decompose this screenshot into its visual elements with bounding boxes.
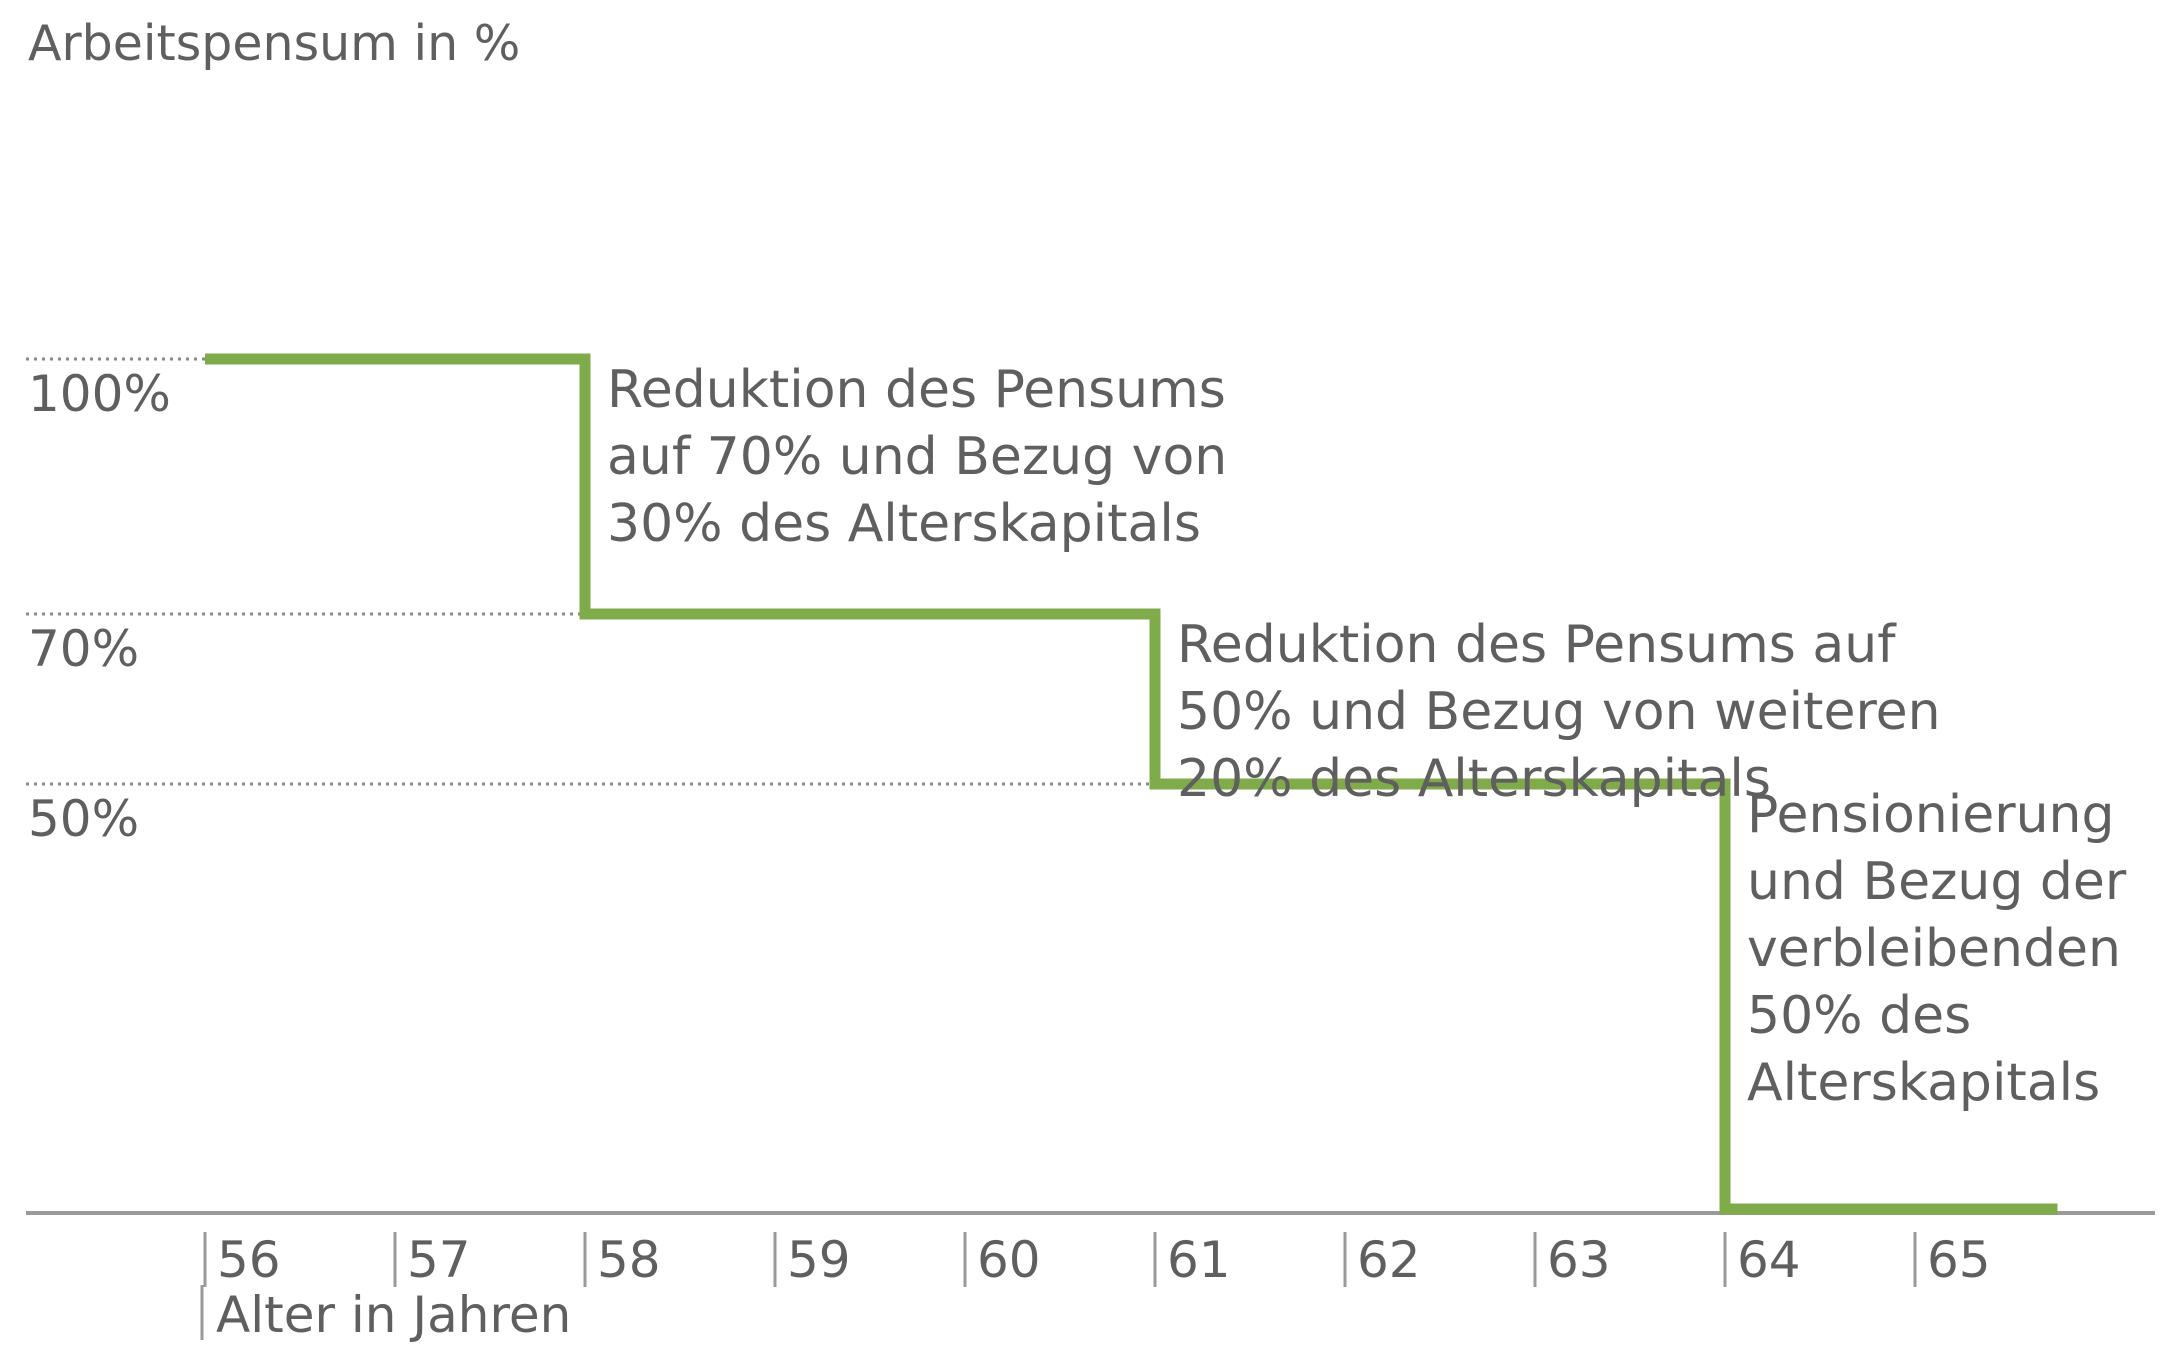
annotation-line: 20% des Alterskapitals	[1177, 749, 1771, 809]
x-tick-label: 64	[1737, 1231, 1801, 1289]
annotation-line: 50% und Bezug von weiteren	[1177, 682, 1941, 742]
x-tick-label: 56	[217, 1231, 281, 1289]
annotations: Reduktion des Pensums auf 70% und Bezug v…	[607, 360, 2127, 1113]
x-tick-label: 60	[977, 1231, 1041, 1289]
x-tick-label: 65	[1927, 1231, 1991, 1289]
y-tick-label: 50%	[28, 790, 139, 848]
y-tick-label: 100%	[28, 365, 171, 423]
x-tick-label: 57	[407, 1231, 471, 1289]
series-group	[205, 353, 2058, 1215]
annotation-line: 50% des	[1747, 986, 1971, 1046]
annotation-line: Reduktion des Pensums auf	[1177, 615, 1897, 675]
annotation-line: Reduktion des Pensums	[607, 360, 1226, 420]
annotation-line: und Bezug der	[1747, 852, 2127, 912]
x-tick-label: 62	[1357, 1231, 1421, 1289]
annotation-line: Alterskapitals	[1747, 1053, 2100, 1113]
series-line-0	[205, 353, 2058, 1215]
x-tick-label: 58	[597, 1231, 661, 1289]
y-axis-title: Arbeitspensum in %	[28, 15, 520, 72]
x-tick-label: 63	[1547, 1231, 1611, 1289]
x-axis-title: Alter in Jahren	[216, 1286, 571, 1344]
annotation-2: Reduktion des Pensums auf 50% und Bezug v…	[1177, 615, 1941, 809]
x-tick-label: 59	[787, 1231, 851, 1289]
gridlines: 100% 70% 50%	[26, 357, 1155, 848]
x-tick-label: 61	[1167, 1231, 1231, 1289]
y-tick-label: 70%	[28, 620, 139, 678]
x-ticks: 56 57 58 59 60 61 62 63 64 65	[203, 1231, 1991, 1289]
annotation-line: verbleibenden	[1747, 919, 2121, 979]
annotation-line: 30% des Alterskapitals	[607, 494, 1201, 554]
annotation-1: Reduktion des Pensums auf 70% und Bezug v…	[607, 360, 1227, 554]
annotation-3: Pensionierung und Bezug der verbleibenden 5…	[1747, 785, 2127, 1113]
annotation-line: Pensionierung	[1747, 785, 2115, 845]
annotation-line: auf 70% und Bezug von	[607, 427, 1227, 487]
